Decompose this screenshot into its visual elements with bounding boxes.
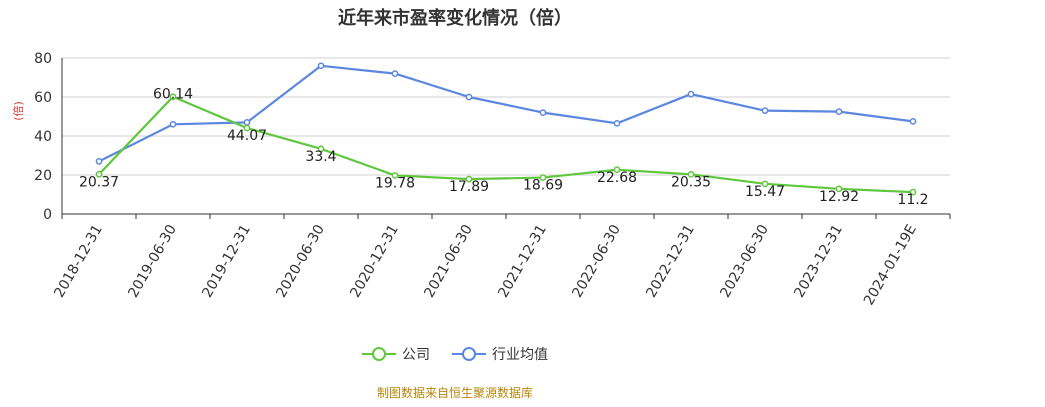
data-point-industry-average [391,70,399,77]
data-label-company: 11.2 [897,192,928,208]
data-point-industry-average [95,158,103,165]
data-point-company [391,172,399,179]
y-tick-label: 40 [34,129,52,145]
y-tick-label: 20 [34,168,52,184]
data-label-company: 60.14 [153,87,193,103]
y-tick-label: 0 [43,207,52,223]
data-label-company: 20.35 [671,174,711,190]
data-point-industry-average [539,109,547,116]
series-line-company [98,95,914,194]
data-point-industry-average [169,120,177,128]
x-tick-label: 2021-06-30 [421,222,476,300]
data-point-industry-average [317,62,325,70]
x-tick-label: 2020-12-31 [347,222,402,300]
chart-legend: 公司 行业均值 [0,344,910,364]
legend-label-industry-average: 行业均值 [492,347,548,363]
data-label-company: 44.07 [227,128,267,144]
x-tick-label: 2018-12-31 [51,222,106,300]
legend-swatch-industry-icon [452,347,486,361]
chart-title: 近年来市盈率变化情况（倍） [338,8,572,29]
data-point-company [243,124,251,132]
y-tick-label: 60 [34,90,52,106]
data-label-company: 18.69 [523,178,563,194]
legend-item-industry-average[interactable]: 行业均值 [452,344,548,364]
data-label-company: 12.92 [819,189,859,205]
data-point-company [317,145,325,153]
data-point-industry-average [761,107,769,115]
data-label-company: 22.68 [597,170,637,186]
x-tick-label: 2019-12-31 [199,222,254,300]
data-label-company: 17.89 [449,179,489,195]
data-point-company [835,185,843,193]
data-label-company: 20.37 [79,174,119,190]
data-point-company [539,174,547,181]
series-line-industry-average [98,64,914,163]
source-note: 制图数据来自恒生聚源数据库 [376,386,533,400]
y-tick-label: 80 [34,51,52,67]
data-point-industry-average [835,108,843,115]
data-point-company [761,180,769,188]
x-tick-label: 2021-12-31 [495,222,550,300]
data-point-company [687,170,695,178]
x-tick-label: 2022-06-30 [569,222,624,300]
data-point-industry-average [465,93,473,101]
data-point-company [95,170,103,178]
data-point-industry-average [909,118,917,125]
data-point-company [169,93,177,101]
data-point-company [909,188,917,196]
legend-item-company[interactable]: 公司 [362,344,430,364]
x-tick-label: 2024-01-19E [861,222,920,308]
x-tick-label: 2022-12-31 [643,222,698,300]
x-tick-label: 2023-12-31 [791,222,846,300]
legend-label-company: 公司 [402,347,430,363]
data-label-company: 33.4 [305,149,336,165]
data-label-company: 19.78 [375,175,415,191]
data-point-company [465,175,473,183]
data-point-company [613,166,621,174]
data-point-industry-average [687,90,695,98]
x-tick-label: 2023-06-30 [717,222,772,300]
x-tick-label: 2019-06-30 [125,222,180,300]
x-tick-label: 2020-06-30 [273,222,328,300]
data-point-industry-average [243,119,251,126]
data-label-company: 15.47 [745,184,785,200]
data-point-industry-average [613,119,621,127]
y-axis-title: (倍) [11,101,25,121]
legend-swatch-company-icon [362,347,396,361]
